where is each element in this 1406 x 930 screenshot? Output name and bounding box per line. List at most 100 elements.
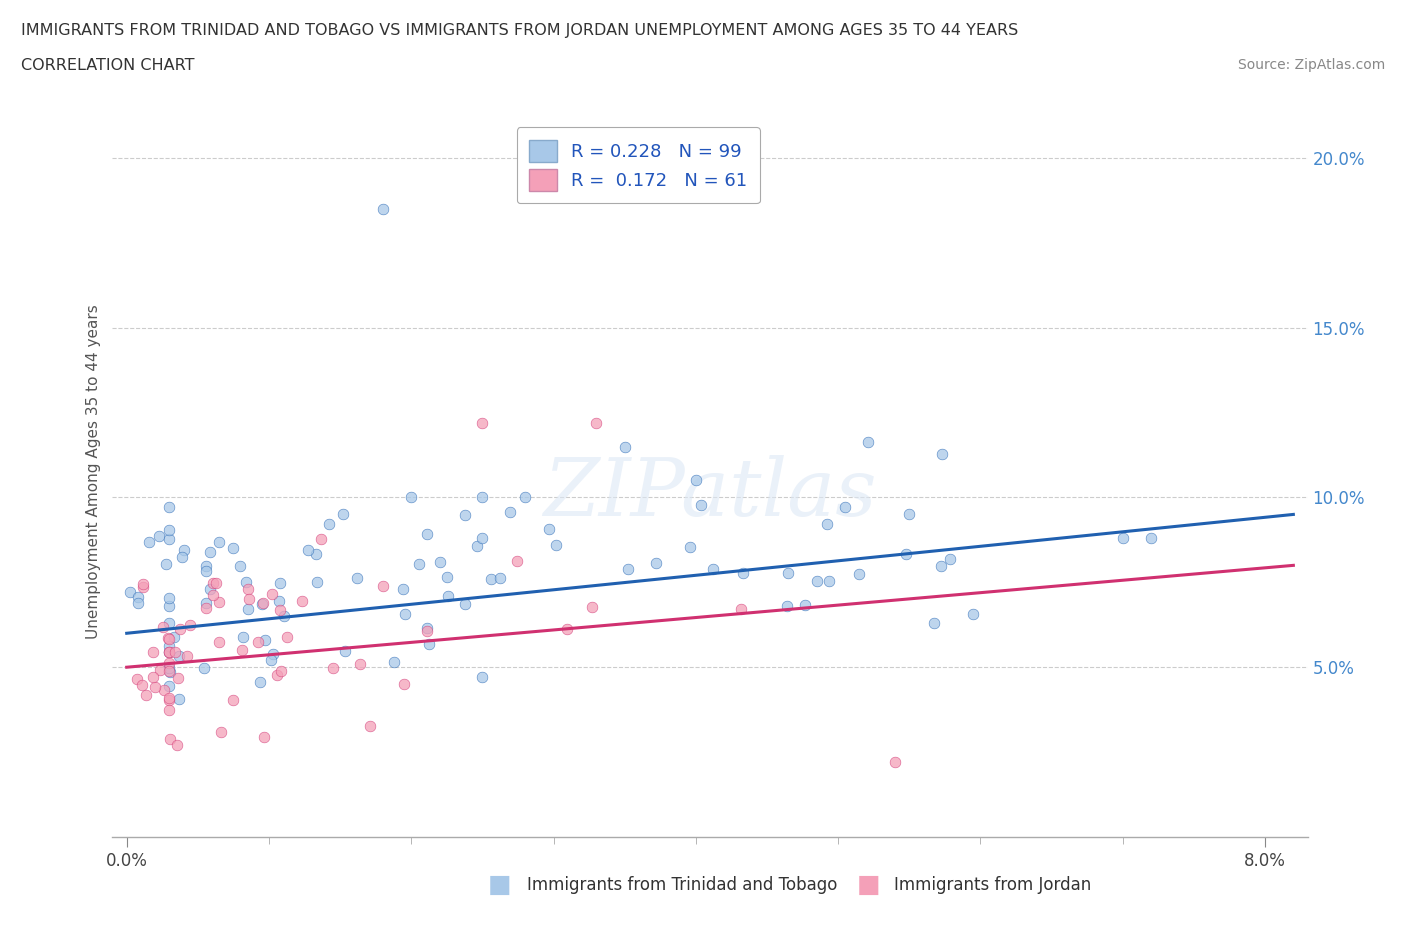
Point bbox=[156, 631, 179, 645]
Point bbox=[208, 535, 231, 550]
Point bbox=[273, 608, 295, 623]
Point bbox=[222, 540, 245, 555]
Point bbox=[201, 575, 224, 590]
Point bbox=[253, 730, 276, 745]
Point bbox=[204, 576, 226, 591]
Point bbox=[157, 522, 180, 537]
Point bbox=[202, 587, 225, 602]
Point bbox=[437, 589, 460, 604]
Point bbox=[585, 416, 607, 431]
Point bbox=[394, 607, 416, 622]
Point bbox=[581, 600, 603, 615]
Point bbox=[513, 490, 536, 505]
Point bbox=[149, 662, 172, 677]
Point bbox=[157, 644, 180, 659]
Point bbox=[775, 599, 797, 614]
Point bbox=[169, 621, 191, 636]
Point bbox=[318, 517, 340, 532]
Point bbox=[555, 621, 578, 636]
Point bbox=[471, 416, 494, 431]
Text: Immigrants from Trinidad and Tobago: Immigrants from Trinidad and Tobago bbox=[527, 876, 838, 895]
Point bbox=[267, 594, 290, 609]
Point bbox=[537, 522, 560, 537]
Point bbox=[939, 551, 962, 566]
Point bbox=[166, 671, 188, 685]
Point bbox=[429, 554, 451, 569]
Point bbox=[167, 649, 190, 664]
Point bbox=[794, 598, 817, 613]
Point bbox=[209, 724, 232, 739]
Point bbox=[157, 690, 180, 705]
Point bbox=[170, 550, 193, 565]
Point bbox=[401, 490, 423, 505]
Point bbox=[252, 596, 274, 611]
Point bbox=[266, 668, 288, 683]
Point bbox=[479, 572, 502, 587]
Point bbox=[157, 598, 180, 613]
Point bbox=[371, 578, 394, 593]
Point bbox=[332, 507, 354, 522]
Point bbox=[291, 593, 314, 608]
Point bbox=[962, 607, 984, 622]
Point bbox=[499, 504, 522, 519]
Point bbox=[159, 731, 181, 746]
Point bbox=[138, 534, 160, 549]
Point bbox=[297, 542, 319, 557]
Point bbox=[382, 655, 405, 670]
Point bbox=[408, 557, 430, 572]
Text: CORRELATION CHART: CORRELATION CHART bbox=[21, 58, 194, 73]
Point bbox=[195, 596, 218, 611]
Point bbox=[198, 581, 221, 596]
Point bbox=[221, 693, 243, 708]
Point bbox=[613, 439, 636, 454]
Point bbox=[418, 636, 440, 651]
Point bbox=[152, 619, 174, 634]
Point bbox=[931, 446, 953, 461]
Point bbox=[148, 528, 170, 543]
Point bbox=[127, 590, 149, 604]
Point bbox=[679, 539, 702, 554]
Legend: R = 0.228   N = 99, R =  0.172   N = 61: R = 0.228 N = 99, R = 0.172 N = 61 bbox=[517, 126, 759, 204]
Point bbox=[143, 680, 166, 695]
Point bbox=[322, 661, 344, 676]
Point bbox=[127, 672, 149, 687]
Point bbox=[730, 602, 752, 617]
Point bbox=[235, 575, 257, 590]
Point bbox=[471, 490, 494, 505]
Point bbox=[153, 683, 176, 698]
Point bbox=[198, 545, 221, 560]
Point bbox=[898, 507, 921, 522]
Point bbox=[731, 565, 754, 580]
Point bbox=[142, 670, 165, 684]
Point bbox=[818, 573, 841, 588]
Point bbox=[260, 652, 283, 667]
Point bbox=[253, 632, 276, 647]
Point bbox=[848, 566, 870, 581]
Point bbox=[262, 646, 284, 661]
Point bbox=[173, 542, 195, 557]
Text: ZIPatlas: ZIPatlas bbox=[543, 455, 877, 533]
Point bbox=[194, 558, 217, 573]
Point bbox=[307, 575, 329, 590]
Point bbox=[260, 587, 283, 602]
Point bbox=[195, 564, 218, 578]
Point bbox=[157, 664, 180, 679]
Point bbox=[208, 594, 231, 609]
Point bbox=[127, 595, 149, 610]
Point bbox=[195, 601, 218, 616]
Point bbox=[269, 576, 291, 591]
Text: Source: ZipAtlas.com: Source: ZipAtlas.com bbox=[1237, 58, 1385, 72]
Point bbox=[157, 639, 180, 654]
Point bbox=[436, 569, 458, 584]
Point bbox=[392, 676, 415, 691]
Point bbox=[453, 508, 475, 523]
Point bbox=[157, 702, 180, 717]
Point bbox=[884, 755, 907, 770]
Point bbox=[856, 434, 879, 449]
Point bbox=[896, 547, 918, 562]
Point bbox=[685, 473, 707, 488]
Point bbox=[702, 562, 724, 577]
Point bbox=[157, 591, 180, 605]
Point bbox=[157, 679, 180, 694]
Point bbox=[371, 202, 394, 217]
